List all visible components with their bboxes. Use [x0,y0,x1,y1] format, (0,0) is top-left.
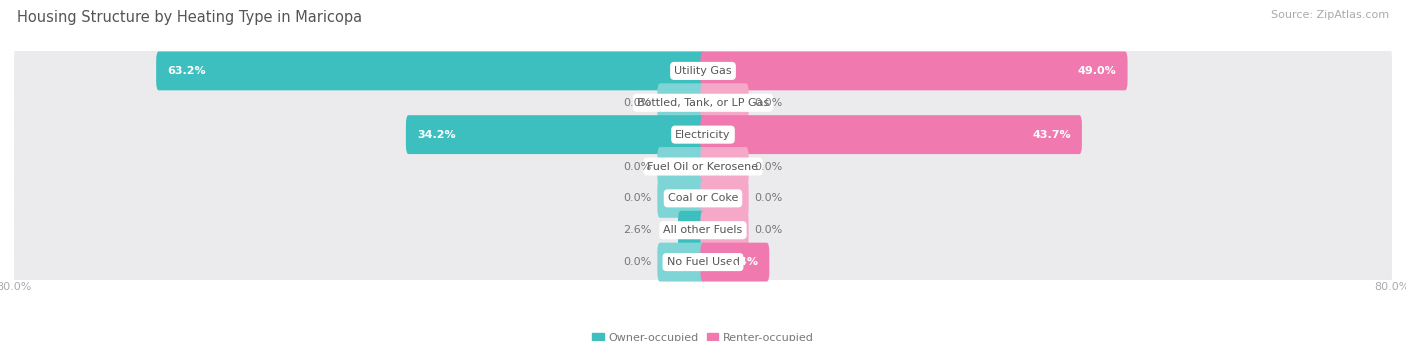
Text: 2.6%: 2.6% [623,225,651,235]
Text: 0.0%: 0.0% [755,225,783,235]
FancyBboxPatch shape [700,51,1128,90]
Text: 0.0%: 0.0% [623,257,651,267]
FancyBboxPatch shape [14,44,1392,98]
FancyBboxPatch shape [700,115,1083,154]
FancyBboxPatch shape [14,107,1392,162]
Text: Coal or Coke: Coal or Coke [668,193,738,203]
Text: 7.4%: 7.4% [727,257,758,267]
FancyBboxPatch shape [658,179,706,218]
Text: Bottled, Tank, or LP Gas: Bottled, Tank, or LP Gas [637,98,769,108]
FancyBboxPatch shape [700,179,748,218]
FancyBboxPatch shape [678,211,706,250]
Text: 43.7%: 43.7% [1032,130,1071,139]
Text: 0.0%: 0.0% [755,98,783,108]
Text: 0.0%: 0.0% [755,193,783,203]
Text: All other Fuels: All other Fuels [664,225,742,235]
FancyBboxPatch shape [14,171,1392,225]
FancyBboxPatch shape [700,147,748,186]
FancyBboxPatch shape [658,147,706,186]
FancyBboxPatch shape [156,51,706,90]
FancyBboxPatch shape [14,76,1392,130]
FancyBboxPatch shape [14,235,1392,289]
Text: 63.2%: 63.2% [167,66,205,76]
Text: 0.0%: 0.0% [623,193,651,203]
Text: 0.0%: 0.0% [755,162,783,172]
Text: No Fuel Used: No Fuel Used [666,257,740,267]
FancyBboxPatch shape [14,203,1392,257]
Text: 0.0%: 0.0% [623,98,651,108]
Text: Source: ZipAtlas.com: Source: ZipAtlas.com [1271,10,1389,20]
FancyBboxPatch shape [700,243,769,282]
Text: Fuel Oil or Kerosene: Fuel Oil or Kerosene [647,162,759,172]
Text: Utility Gas: Utility Gas [675,66,731,76]
FancyBboxPatch shape [700,83,748,122]
FancyBboxPatch shape [658,243,706,282]
Legend: Owner-occupied, Renter-occupied: Owner-occupied, Renter-occupied [588,328,818,341]
Text: Housing Structure by Heating Type in Maricopa: Housing Structure by Heating Type in Mar… [17,10,361,25]
FancyBboxPatch shape [658,83,706,122]
FancyBboxPatch shape [406,115,706,154]
FancyBboxPatch shape [14,139,1392,194]
FancyBboxPatch shape [700,211,748,250]
Text: 34.2%: 34.2% [418,130,456,139]
Text: 49.0%: 49.0% [1077,66,1116,76]
Text: 0.0%: 0.0% [623,162,651,172]
Text: Electricity: Electricity [675,130,731,139]
